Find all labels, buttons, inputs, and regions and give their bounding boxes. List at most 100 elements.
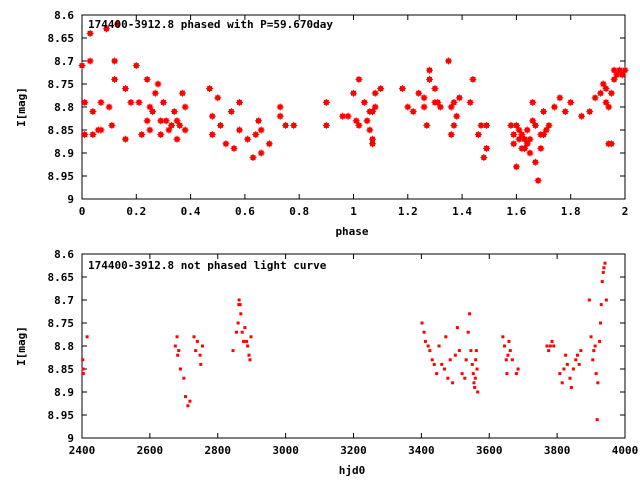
phased-y-tick-label: 8.9 — [54, 147, 74, 160]
phased-data-point — [605, 103, 613, 111]
unphased-data-point — [430, 358, 434, 362]
phased-data-point — [469, 75, 477, 83]
unphased-x-tick-label: 4000 — [612, 444, 639, 457]
phased-data-point — [227, 108, 235, 116]
unphased-data-point — [469, 349, 473, 353]
phased-data-point — [252, 131, 260, 139]
unphased-data-point — [423, 339, 427, 343]
phased-data-point — [474, 131, 482, 139]
phased-data-point — [371, 89, 379, 97]
unphased-data-point — [575, 353, 579, 357]
unphased-data-point — [245, 339, 249, 343]
unphased-y-tick-label: 8.6 — [54, 248, 74, 261]
unphased-data-point — [178, 367, 182, 371]
unphased-data-point — [593, 344, 597, 348]
phased-data-point — [138, 131, 146, 139]
phased-data-point — [523, 126, 531, 134]
unphased-data-point — [186, 404, 190, 408]
phased-data-point — [173, 117, 181, 125]
phased-data-point — [173, 135, 181, 143]
unphased-data-point — [602, 266, 606, 270]
phased-data-point — [132, 62, 140, 70]
phased-data-points — [78, 20, 629, 185]
unphased-data-point — [240, 330, 244, 334]
unphased-data-point — [466, 330, 470, 334]
phased-data-point — [420, 94, 428, 102]
unphased-chart: 2400 2600 2800 3000 3200 3400 3600 3800 4000 8.6 8… — [15, 248, 638, 477]
phased-data-point — [556, 94, 564, 102]
phased-data-point — [230, 144, 238, 152]
phased-data-point — [208, 112, 216, 120]
unphased-data-point — [598, 339, 602, 343]
unphased-data-point — [574, 358, 578, 362]
unphased-data-point — [547, 349, 551, 353]
phased-data-point — [483, 144, 491, 152]
phased-data-point — [518, 131, 526, 139]
phased-data-point — [607, 140, 615, 148]
unphased-data-point — [249, 335, 253, 339]
unphased-x-axis-label: hjd0 — [339, 464, 366, 477]
unphased-data-point — [510, 358, 514, 362]
phased-data-point — [86, 57, 94, 65]
unphased-data-point — [548, 344, 552, 348]
phased-data-point — [151, 89, 159, 97]
unphased-data-point — [243, 326, 247, 330]
phased-data-point — [409, 108, 417, 116]
phased-data-point — [143, 117, 151, 125]
unphased-x-tick-label: 2600 — [137, 444, 164, 457]
unphased-y-tick-label: 8.9 — [54, 386, 74, 399]
unphased-data-point — [601, 270, 605, 274]
phased-data-point — [597, 89, 605, 97]
phased-data-point — [257, 149, 265, 157]
unphased-data-point — [192, 335, 196, 339]
phased-data-point — [602, 85, 610, 93]
phased-data-point — [102, 25, 110, 33]
unphased-data-point — [184, 395, 188, 399]
phased-chart-title: 174400-3912.8 phased with P=59.670day — [88, 18, 333, 31]
unphased-data-point — [604, 298, 608, 302]
phased-data-point — [510, 140, 518, 148]
phased-x-tick-label: 1.2 — [398, 205, 418, 218]
phased-data-point — [599, 80, 607, 88]
unphased-data-point — [596, 381, 600, 385]
phased-data-point — [426, 66, 434, 74]
phased-data-point — [81, 131, 89, 139]
unphased-data-point — [504, 358, 508, 362]
phased-data-point — [254, 117, 262, 125]
phased-data-point — [235, 126, 243, 134]
phased-data-point — [450, 98, 458, 106]
unphased-data-point — [428, 349, 432, 353]
unphased-data-point — [231, 349, 235, 353]
unphased-data-point — [237, 298, 241, 302]
phased-data-point — [415, 89, 423, 97]
unphased-data-point — [560, 381, 564, 385]
phased-data-point — [276, 103, 284, 111]
unphased-data-point — [175, 335, 179, 339]
phased-data-point — [235, 98, 243, 106]
unphased-data-point — [234, 330, 238, 334]
phased-data-point — [466, 98, 474, 106]
phased-data-point — [350, 89, 357, 97]
unphased-data-point — [545, 344, 549, 348]
phased-data-point — [97, 98, 105, 106]
unphased-data-point — [594, 372, 598, 376]
phased-data-point — [282, 121, 290, 129]
phased-data-point — [216, 121, 224, 129]
phased-data-point — [480, 154, 488, 162]
unphased-data-point — [440, 362, 444, 366]
phased-data-point — [355, 121, 363, 129]
unphased-data-point — [437, 344, 441, 348]
unphased-data-point — [173, 344, 177, 348]
phased-x-axis-label: phase — [335, 225, 368, 238]
phased-data-point — [105, 103, 113, 111]
phased-data-point — [531, 121, 539, 129]
unphased-data-point — [475, 367, 479, 371]
phased-y-tick-label: 8.8 — [54, 101, 74, 114]
phased-data-point — [369, 140, 377, 148]
unphased-data-point — [442, 367, 446, 371]
unphased-data-point — [236, 321, 240, 325]
phased-x-tick-label: 0 — [79, 205, 86, 218]
phased-y-tick-label: 9 — [67, 193, 74, 206]
phased-y-tick-label: 8.95 — [48, 170, 75, 183]
unphased-x-tick-label: 3400 — [408, 444, 435, 457]
